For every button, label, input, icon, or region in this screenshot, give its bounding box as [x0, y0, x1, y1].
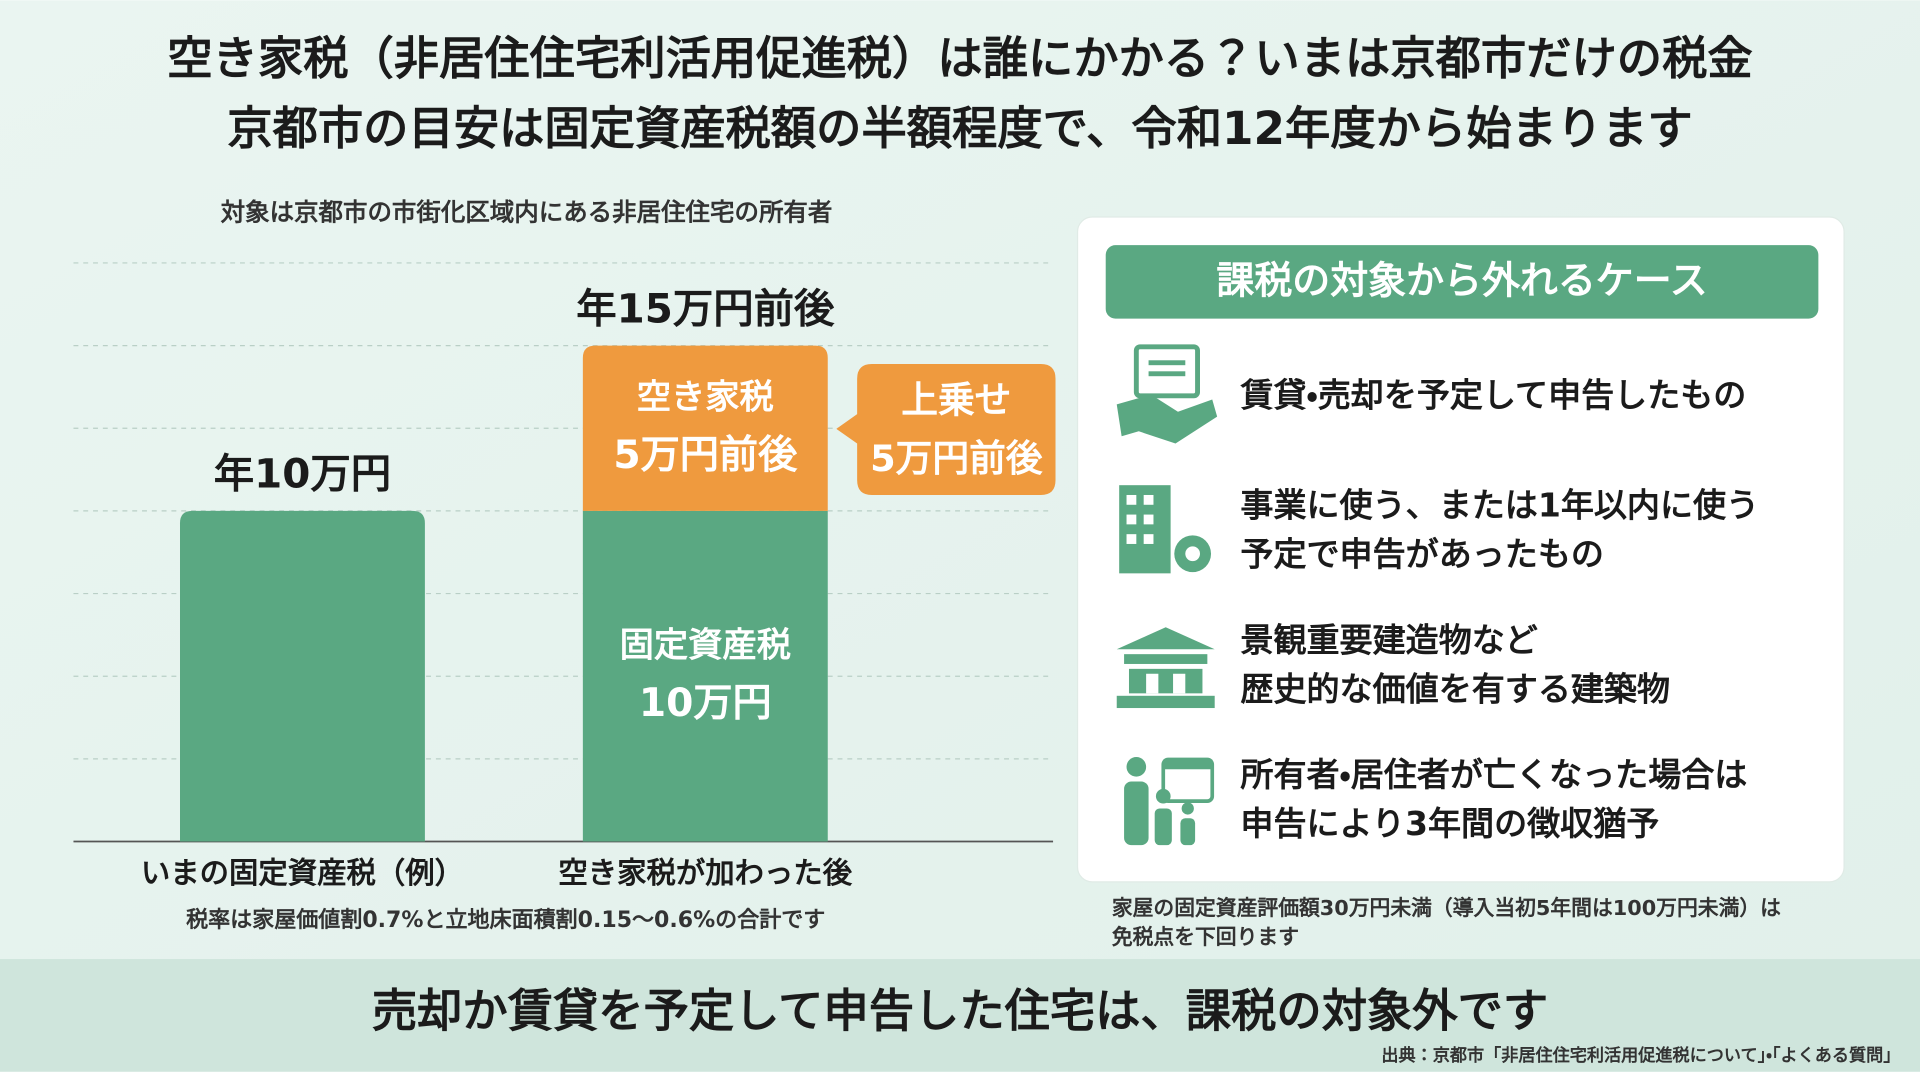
- panel-item: 申告により3年間の徴収猶予: [1240, 804, 1659, 843]
- x-tick-label: 空き家税が加わった後: [558, 856, 852, 890]
- bar-segment: [582, 510, 828, 842]
- panel-note: 免税点を下回ります: [1111, 925, 1299, 949]
- footer-band: [0, 959, 1920, 1072]
- panel-item: 景観重要建造物など: [1240, 620, 1537, 659]
- callout-text: 上乗せ: [901, 378, 1011, 421]
- icons: [1116, 344, 1218, 846]
- panel-title: 課税の対象から外れるケース: [1216, 259, 1707, 303]
- footer-message: 売却か賃貸を予定して申告した住宅は、課税の対象外です: [372, 985, 1548, 1038]
- handshake-icon: [1116, 344, 1218, 444]
- panel-item: 賃貸・売却を予定して申告したもの: [1239, 376, 1746, 415]
- source: 出典：京都市「非居住住宅利活用促進税について」・「よくある質問」: [1381, 1045, 1900, 1066]
- segment-name: 空き家税: [637, 377, 774, 417]
- callout-box: [836, 363, 1056, 495]
- bar-segment: [582, 345, 828, 511]
- chart-note: 税率は家屋価値割0.7%と立地床面積割0.15〜0.6%の合計です: [186, 907, 825, 933]
- family-icon: [1124, 757, 1215, 846]
- building-icon: [1119, 485, 1212, 574]
- panel-item: 所有者・居住者が亡くなった場合は: [1239, 755, 1747, 794]
- panel: [1076, 216, 1845, 883]
- panel-item: 歴史的な価値を有する建築物: [1240, 669, 1670, 708]
- value-label: 10万円: [639, 681, 772, 726]
- panel-item: 事業に使う、または1年以内に使う: [1240, 486, 1759, 525]
- segment-name: 固定資産税: [620, 625, 791, 665]
- callout-text: 5万円前後: [870, 437, 1043, 480]
- chart: 対象は京都市の市街化区域内にある非居住住宅の所有者 年10万円いまの固定資産税（…: [73, 197, 1056, 933]
- temple-icon: [1116, 627, 1215, 709]
- title: 京都市の目安は固定資産税額の半額程度で、令和12年度から始まります: [227, 102, 1692, 155]
- total-label: 年15万円前後: [576, 284, 835, 332]
- value-label: 5万円前後: [613, 433, 798, 478]
- x-tick-label: いまの固定資産税（例）: [141, 856, 464, 890]
- panel-item: 予定で申告があったもの: [1240, 535, 1604, 574]
- bar-segment: [180, 510, 425, 842]
- title: 空き家税（非居住住宅利活用促進税）は誰にかかる？いまは京都市だけの税金: [167, 32, 1753, 85]
- chart-subtitle: 対象は京都市の市街化区域内にある非居住住宅の所有者: [221, 197, 833, 226]
- total-label: 年10万円: [214, 450, 391, 498]
- panel-header: [1105, 245, 1819, 319]
- panel-note: 家屋の固定資産評価額30万円未満（導入当初5年間は100万円未満）は: [1112, 896, 1781, 920]
